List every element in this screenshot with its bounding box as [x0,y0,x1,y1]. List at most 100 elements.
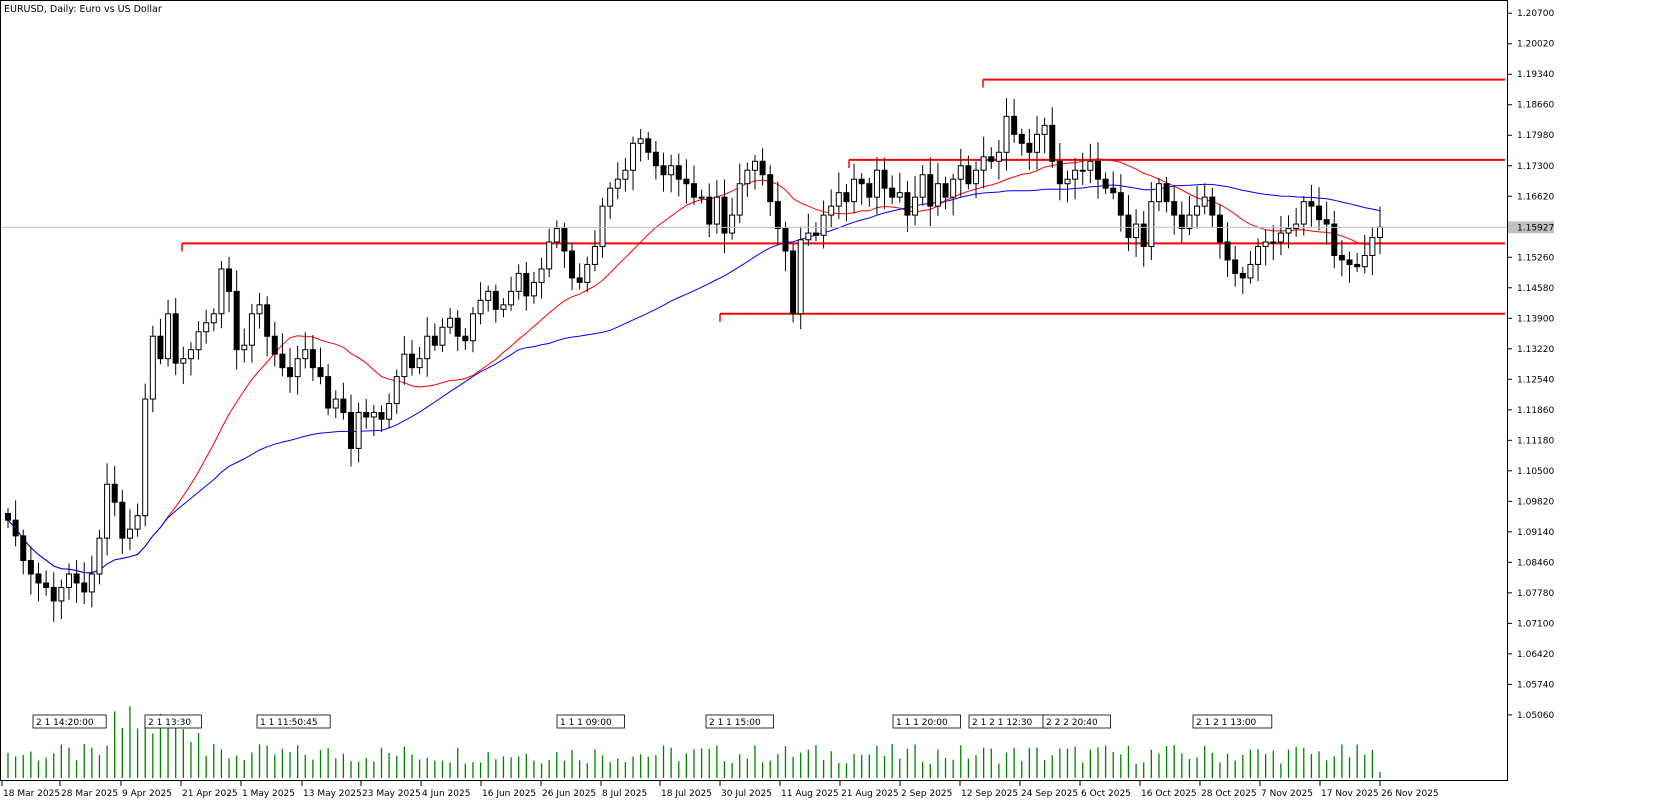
candle-body [1171,201,1178,216]
candle-body [12,519,19,537]
candle-body [858,178,865,185]
event-marker-label: 2 1 13:30 [148,718,191,728]
candle-body [271,335,278,355]
candle-body [279,353,286,369]
candle-body [65,573,72,588]
candle-body [454,317,461,337]
candle-body [790,250,797,315]
candle-body [157,335,164,360]
candle-body [530,281,537,297]
time-tick-label: 11 Aug 2025 [781,789,839,799]
price-tick-label: 1.09140 [1517,528,1554,538]
candle-body [408,353,415,369]
price-tick-label: 1.12540 [1517,375,1554,385]
candle-body [706,196,713,225]
time-tick-label: 1 May 2025 [242,789,295,799]
candle-body [1079,169,1086,172]
candle-body [81,582,88,593]
candle-body [1094,160,1101,180]
candle-body [104,483,111,539]
candle-body [1072,169,1079,180]
candle-body [1110,187,1117,194]
price-axis[interactable]: 1.20700 1.20020 1.19340 1.18660 1.17980 1.173… [1507,9,1554,721]
candle-body [767,174,774,203]
candle-body [713,196,720,225]
candle-body [462,335,469,342]
candle-body [584,263,591,283]
price-tick-label: 1.06420 [1517,650,1554,660]
candle-body [226,268,233,292]
candle-body [1026,142,1033,153]
candle-body [995,151,1002,162]
candle-body [1056,160,1063,185]
candle-body [1018,133,1025,144]
candle-body [630,142,637,171]
time-tick-label: 7 Nov 2025 [1261,789,1313,799]
time-tick-label: 16 Oct 2025 [1141,789,1197,799]
candle-body [797,239,804,315]
candle-body [218,268,225,315]
candle-body [988,156,995,162]
time-tick-label: 6 Oct 2025 [1081,789,1131,799]
candle-body [1377,226,1383,239]
candle-body [1270,241,1277,244]
candle-body [1331,223,1338,256]
time-tick-label: 18 Mar 2025 [3,789,60,799]
candle-body [1003,115,1010,153]
candle-body [43,582,50,588]
candle-body [873,169,880,198]
candle-body [881,169,888,189]
time-tick-label: 21 Aug 2025 [841,789,899,799]
candle-body [912,196,919,216]
candle-body [538,268,545,283]
candle-body [889,187,896,198]
candle-body [805,232,812,241]
candle-body [355,411,362,449]
candle-body [187,349,194,360]
candle-body [492,290,499,310]
candle-body [622,169,629,180]
candle-body [1011,115,1018,135]
event-marker-box [256,714,331,729]
candle-body [96,537,103,575]
event-marker-box [556,714,625,729]
price-tick-label: 1.14580 [1517,284,1554,294]
candle-body [1201,196,1208,207]
candle-body [203,322,210,333]
candle-body [241,344,248,351]
candle-body [58,586,65,602]
candle-body [165,313,172,360]
time-tick-label: 26 Jun 2025 [542,789,596,799]
candle-body [957,165,964,180]
candle-body [149,335,156,400]
event-marker-label: 2 1 1 15:00 [709,718,761,728]
current-price-badge [1508,221,1554,234]
candle-body [302,349,309,360]
price-tick-label: 1.05060 [1517,711,1554,721]
candle-body [637,138,644,144]
candle-body [645,138,652,153]
price-tick-label: 1.05740 [1517,680,1554,690]
candle-body [1323,219,1330,225]
candle-body [35,573,42,584]
candle-body [1148,201,1155,248]
candle-body [134,515,141,530]
candle-body [591,246,598,265]
candle-body [264,304,271,337]
candle-body [736,183,743,216]
candle-body [416,358,423,369]
candle-body [1216,214,1223,243]
candle-body [1255,246,1262,265]
time-tick-label: 8 Jul 2025 [602,789,647,799]
price-tick-label: 1.17980 [1517,131,1554,141]
candle-body [934,183,941,207]
candle-body [1354,263,1361,268]
time-tick-label: 12 Sep 2025 [961,789,1018,799]
time-axis[interactable]: 18 Mar 2025 28 Mar 2025 9 Apr 2025 21 Apr 2… [1,781,1439,799]
candle-body [1293,223,1300,230]
time-tick-label: 24 Sep 2025 [1021,789,1078,799]
candle-body [393,376,400,405]
candle-body [1155,183,1162,203]
price-tick-label: 1.15260 [1517,253,1554,263]
